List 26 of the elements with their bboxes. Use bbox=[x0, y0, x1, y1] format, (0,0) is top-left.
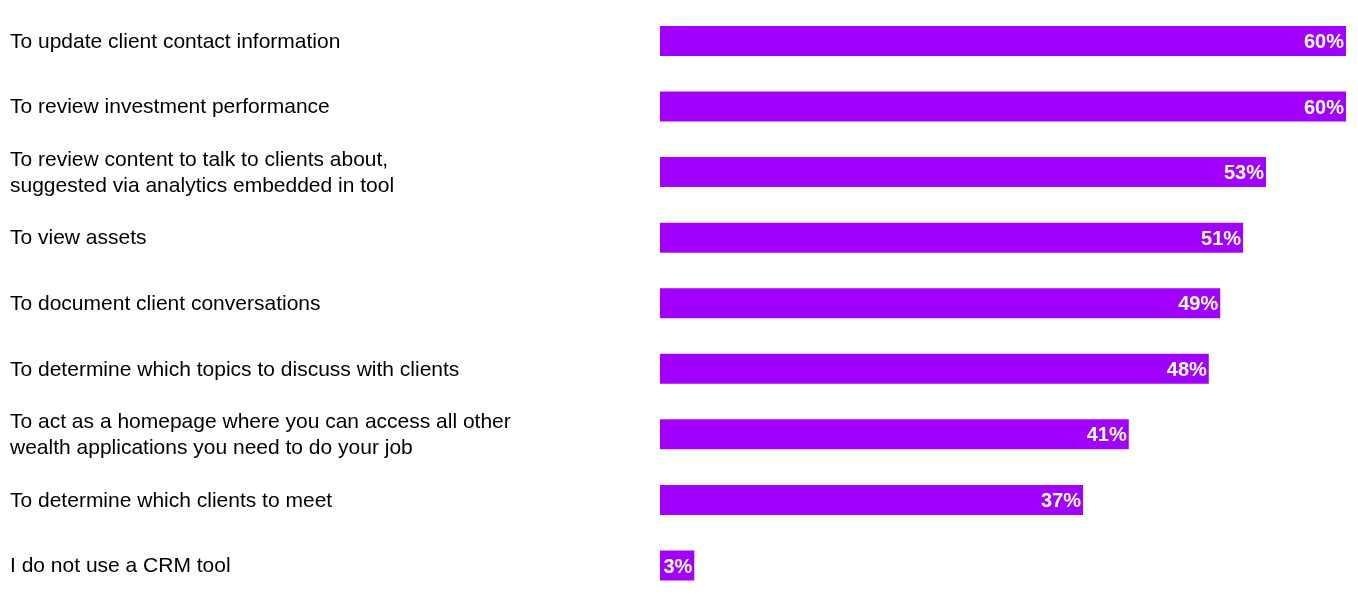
y-tick-label: To view assets bbox=[10, 225, 147, 249]
bar bbox=[660, 26, 1346, 56]
bar bbox=[660, 353, 1209, 384]
data-label: 60% bbox=[1303, 95, 1345, 118]
y-tick-label: To determine which topics to discuss with clients bbox=[10, 356, 460, 380]
data-label: 53% bbox=[1223, 161, 1265, 184]
y-tick-label: To act as a homepage where you can access all other wealth applications you need to do your job bbox=[9, 409, 511, 459]
y-tick-label: To document client conversations bbox=[10, 291, 321, 314]
data-label: 41% bbox=[1086, 423, 1127, 446]
bar bbox=[660, 157, 1266, 188]
data-label: 48% bbox=[1166, 357, 1208, 380]
data-label: 3% bbox=[663, 554, 693, 577]
data-label: 49% bbox=[1178, 292, 1219, 315]
bar bbox=[660, 222, 1244, 253]
data-label: 37% bbox=[1041, 488, 1082, 511]
y-tick-label: To update client contact information bbox=[10, 28, 341, 52]
bar bbox=[660, 288, 1221, 319]
data-label: 60% bbox=[1303, 30, 1345, 53]
y-tick-label: To review content to talk to clients about, suggested via analytics embedded in tool bbox=[10, 146, 395, 196]
bar bbox=[660, 484, 1084, 515]
bar bbox=[660, 91, 1346, 122]
y-tick-label: To review investment performance bbox=[10, 94, 330, 118]
bar bbox=[660, 419, 1129, 450]
data-label: 51% bbox=[1201, 226, 1242, 249]
y-tick-label: To determine which clients to meet bbox=[10, 487, 333, 511]
y-tick-label: I do not use a CRM tool bbox=[10, 553, 231, 577]
